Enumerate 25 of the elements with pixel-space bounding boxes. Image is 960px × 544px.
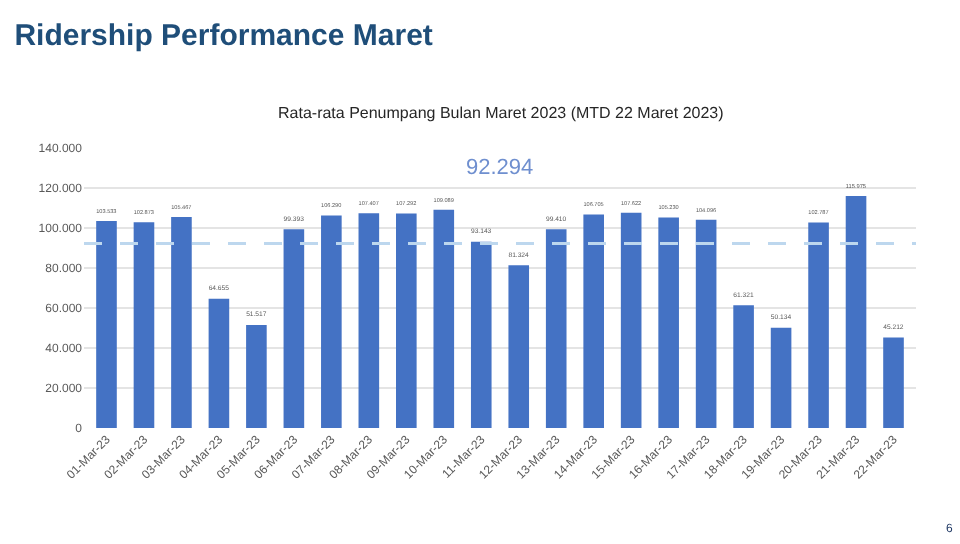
bar: [658, 217, 679, 428]
bar: [583, 214, 604, 428]
bar: [733, 305, 754, 428]
bar: [133, 222, 155, 428]
bar: [396, 213, 417, 428]
bar: [695, 219, 717, 428]
bar: [508, 265, 530, 428]
bar: [620, 212, 642, 428]
bar: [845, 196, 867, 428]
bar: [358, 213, 380, 428]
bar: [808, 222, 829, 428]
bar: [283, 229, 305, 428]
bar: [321, 215, 342, 428]
chart-subtitle: Rata-rata Penumpang Bulan Maret 2023 (MTD 22 Maret 2023): [278, 104, 725, 122]
bar: [883, 337, 904, 428]
bar: [545, 229, 567, 428]
bar: [171, 217, 192, 428]
bar: [770, 327, 792, 428]
ref-line-label: 92.294: [466, 156, 534, 180]
bar: [433, 209, 455, 428]
bar: [208, 298, 230, 428]
bar: [96, 220, 117, 428]
bar: [246, 324, 267, 428]
bar: [470, 241, 492, 428]
chart-title: Ridership Performance Maret: [14, 19, 433, 54]
